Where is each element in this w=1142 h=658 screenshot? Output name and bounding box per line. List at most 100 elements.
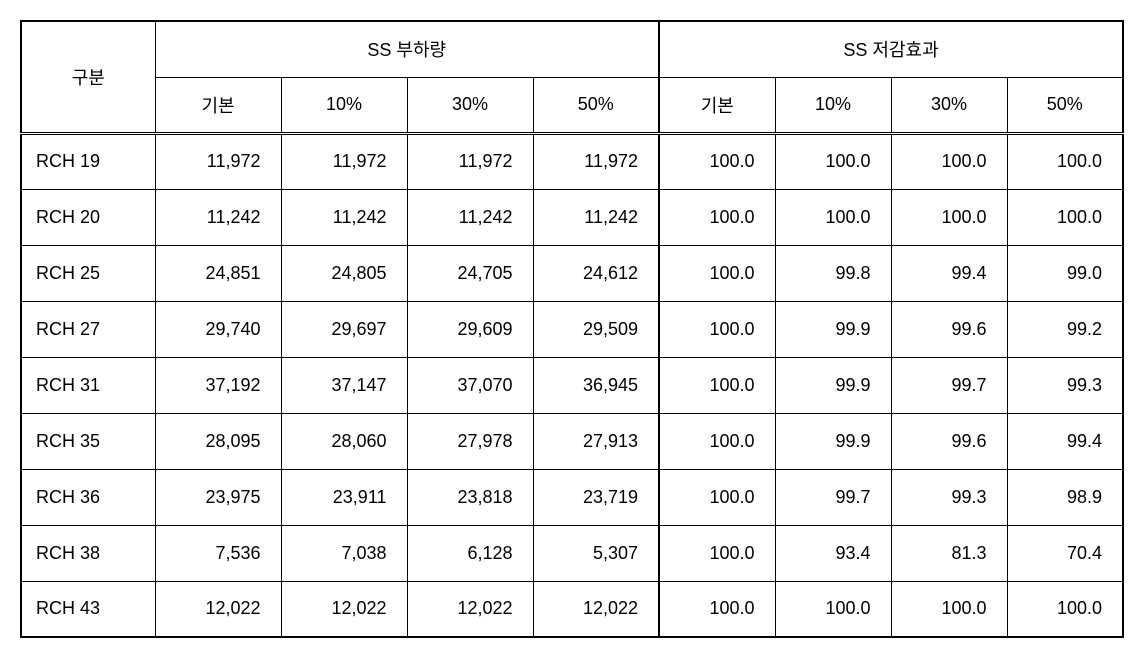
g1-cell: 29,740 — [155, 301, 281, 357]
group2-title: SS 저감효과 — [659, 21, 1123, 77]
row-label: RCH 38 — [21, 525, 155, 581]
g1-cell: 27,913 — [533, 413, 659, 469]
g1-cell: 24,705 — [407, 245, 533, 301]
table-row: RCH 3528,09528,06027,97827,913100.099.99… — [21, 413, 1123, 469]
g1-cell: 6,128 — [407, 525, 533, 581]
g1-cell: 29,609 — [407, 301, 533, 357]
row-label: RCH 36 — [21, 469, 155, 525]
row-label: RCH 31 — [21, 357, 155, 413]
g2-cell: 100.0 — [659, 525, 775, 581]
g1-cell: 12,022 — [407, 581, 533, 637]
g1-cell: 37,192 — [155, 357, 281, 413]
g2-cell: 99.9 — [775, 413, 891, 469]
g2-cell: 100.0 — [775, 581, 891, 637]
g1-cell: 11,242 — [533, 189, 659, 245]
row-header-title: 구분 — [21, 21, 155, 133]
g2-cell: 99.9 — [775, 301, 891, 357]
ss-load-reduction-table: 구분 SS 부하량 SS 저감효과 기본 10% 30% 50% 기본 10% … — [20, 20, 1122, 638]
g1-cell: 7,038 — [281, 525, 407, 581]
g1-cell: 11,242 — [155, 189, 281, 245]
g2-cell: 99.6 — [891, 413, 1007, 469]
g1-cell: 24,805 — [281, 245, 407, 301]
row-label: RCH 35 — [21, 413, 155, 469]
g1-cell: 24,612 — [533, 245, 659, 301]
group1-title: SS 부하량 — [155, 21, 659, 77]
g2-sub-3: 50% — [1007, 77, 1123, 133]
g1-cell: 37,147 — [281, 357, 407, 413]
g1-cell: 28,095 — [155, 413, 281, 469]
g1-cell: 27,978 — [407, 413, 533, 469]
g2-cell: 99.4 — [1007, 413, 1123, 469]
g1-cell: 11,242 — [407, 189, 533, 245]
g2-cell: 99.4 — [891, 245, 1007, 301]
g1-sub-2: 30% — [407, 77, 533, 133]
table-body: RCH 1911,97211,97211,97211,972100.0100.0… — [21, 133, 1123, 637]
g1-cell: 5,307 — [533, 525, 659, 581]
g2-cell: 100.0 — [659, 133, 775, 189]
g2-cell: 100.0 — [659, 301, 775, 357]
g2-cell: 100.0 — [1007, 581, 1123, 637]
data-table: 구분 SS 부하량 SS 저감효과 기본 10% 30% 50% 기본 10% … — [20, 20, 1124, 638]
g2-cell: 100.0 — [659, 245, 775, 301]
g1-cell: 7,536 — [155, 525, 281, 581]
g2-sub-2: 30% — [891, 77, 1007, 133]
row-label: RCH 27 — [21, 301, 155, 357]
g2-sub-1: 10% — [775, 77, 891, 133]
g1-cell: 11,972 — [407, 133, 533, 189]
row-label: RCH 20 — [21, 189, 155, 245]
table-row: RCH 2729,74029,69729,60929,509100.099.99… — [21, 301, 1123, 357]
g1-cell: 36,945 — [533, 357, 659, 413]
g2-cell: 99.7 — [775, 469, 891, 525]
g2-cell: 99.8 — [775, 245, 891, 301]
g2-cell: 99.7 — [891, 357, 1007, 413]
g2-cell: 100.0 — [659, 413, 775, 469]
g1-cell: 12,022 — [155, 581, 281, 637]
g1-sub-3: 50% — [533, 77, 659, 133]
g2-cell: 99.3 — [1007, 357, 1123, 413]
g1-cell: 11,972 — [533, 133, 659, 189]
g1-cell: 37,070 — [407, 357, 533, 413]
table-row: RCH 3623,97523,91123,81823,719100.099.79… — [21, 469, 1123, 525]
g2-cell: 100.0 — [775, 133, 891, 189]
table-row: RCH 1911,97211,97211,97211,972100.0100.0… — [21, 133, 1123, 189]
g2-cell: 99.0 — [1007, 245, 1123, 301]
g1-cell: 23,911 — [281, 469, 407, 525]
g1-sub-1: 10% — [281, 77, 407, 133]
g2-cell: 99.6 — [891, 301, 1007, 357]
g2-cell: 100.0 — [659, 357, 775, 413]
g1-cell: 23,975 — [155, 469, 281, 525]
table-row: RCH 2011,24211,24211,24211,242100.0100.0… — [21, 189, 1123, 245]
g1-cell: 28,060 — [281, 413, 407, 469]
g1-cell: 12,022 — [533, 581, 659, 637]
g2-cell: 81.3 — [891, 525, 1007, 581]
g1-cell: 12,022 — [281, 581, 407, 637]
g2-cell: 100.0 — [891, 133, 1007, 189]
g1-cell: 29,509 — [533, 301, 659, 357]
g1-sub-0: 기본 — [155, 77, 281, 133]
g2-cell: 100.0 — [775, 189, 891, 245]
g2-cell: 100.0 — [891, 189, 1007, 245]
g1-cell: 24,851 — [155, 245, 281, 301]
row-label: RCH 25 — [21, 245, 155, 301]
table-row: RCH 387,5367,0386,1285,307100.093.481.37… — [21, 525, 1123, 581]
g2-cell: 100.0 — [891, 581, 1007, 637]
g1-cell: 11,242 — [281, 189, 407, 245]
g2-cell: 100.0 — [659, 189, 775, 245]
table-row: RCH 2524,85124,80524,70524,612100.099.89… — [21, 245, 1123, 301]
g1-cell: 23,719 — [533, 469, 659, 525]
g2-cell: 70.4 — [1007, 525, 1123, 581]
table-header-row-1: 구분 SS 부하량 SS 저감효과 — [21, 21, 1123, 77]
g2-cell: 93.4 — [775, 525, 891, 581]
g2-cell: 99.3 — [891, 469, 1007, 525]
g2-sub-0: 기본 — [659, 77, 775, 133]
g2-cell: 100.0 — [1007, 133, 1123, 189]
g1-cell: 29,697 — [281, 301, 407, 357]
g2-cell: 98.9 — [1007, 469, 1123, 525]
g2-cell: 100.0 — [659, 581, 775, 637]
g1-cell: 11,972 — [155, 133, 281, 189]
g2-cell: 99.2 — [1007, 301, 1123, 357]
row-label: RCH 19 — [21, 133, 155, 189]
g2-cell: 100.0 — [1007, 189, 1123, 245]
row-label: RCH 43 — [21, 581, 155, 637]
g1-cell: 11,972 — [281, 133, 407, 189]
